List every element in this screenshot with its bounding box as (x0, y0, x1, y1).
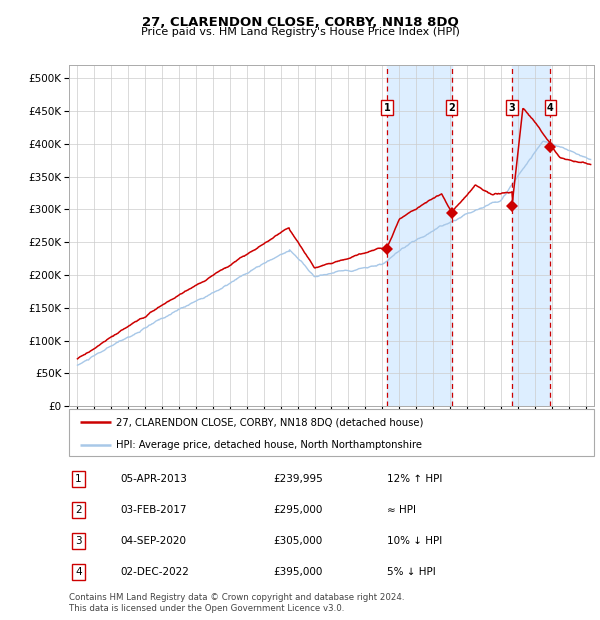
Text: £305,000: £305,000 (273, 536, 322, 546)
Text: 03-FEB-2017: 03-FEB-2017 (120, 505, 187, 515)
Text: £295,000: £295,000 (273, 505, 322, 515)
Text: 5% ↓ HPI: 5% ↓ HPI (387, 567, 436, 577)
Text: 4: 4 (547, 103, 554, 113)
Text: 27, CLARENDON CLOSE, CORBY, NN18 8DQ (detached house): 27, CLARENDON CLOSE, CORBY, NN18 8DQ (de… (116, 417, 424, 427)
FancyBboxPatch shape (69, 409, 594, 456)
Text: Price paid vs. HM Land Registry's House Price Index (HPI): Price paid vs. HM Land Registry's House … (140, 27, 460, 37)
Text: 05-APR-2013: 05-APR-2013 (120, 474, 187, 484)
Text: 10% ↓ HPI: 10% ↓ HPI (387, 536, 442, 546)
Text: 12% ↑ HPI: 12% ↑ HPI (387, 474, 442, 484)
Text: 3: 3 (509, 103, 515, 113)
Text: 1: 1 (383, 103, 390, 113)
Text: £239,995: £239,995 (273, 474, 323, 484)
Text: 1: 1 (75, 474, 82, 484)
Text: 4: 4 (75, 567, 82, 577)
Text: £395,000: £395,000 (273, 567, 322, 577)
Bar (387, 65, 452, 406)
Text: 3: 3 (75, 536, 82, 546)
Text: Contains HM Land Registry data © Crown copyright and database right 2024.
This d: Contains HM Land Registry data © Crown c… (69, 593, 404, 613)
Text: 2: 2 (75, 505, 82, 515)
Bar (512, 65, 550, 406)
Text: 04-SEP-2020: 04-SEP-2020 (120, 536, 186, 546)
Text: 27, CLARENDON CLOSE, CORBY, NN18 8DQ: 27, CLARENDON CLOSE, CORBY, NN18 8DQ (142, 16, 458, 29)
Text: HPI: Average price, detached house, North Northamptonshire: HPI: Average price, detached house, Nort… (116, 440, 422, 451)
Text: 02-DEC-2022: 02-DEC-2022 (120, 567, 189, 577)
Text: 2: 2 (448, 103, 455, 113)
Text: ≈ HPI: ≈ HPI (387, 505, 416, 515)
